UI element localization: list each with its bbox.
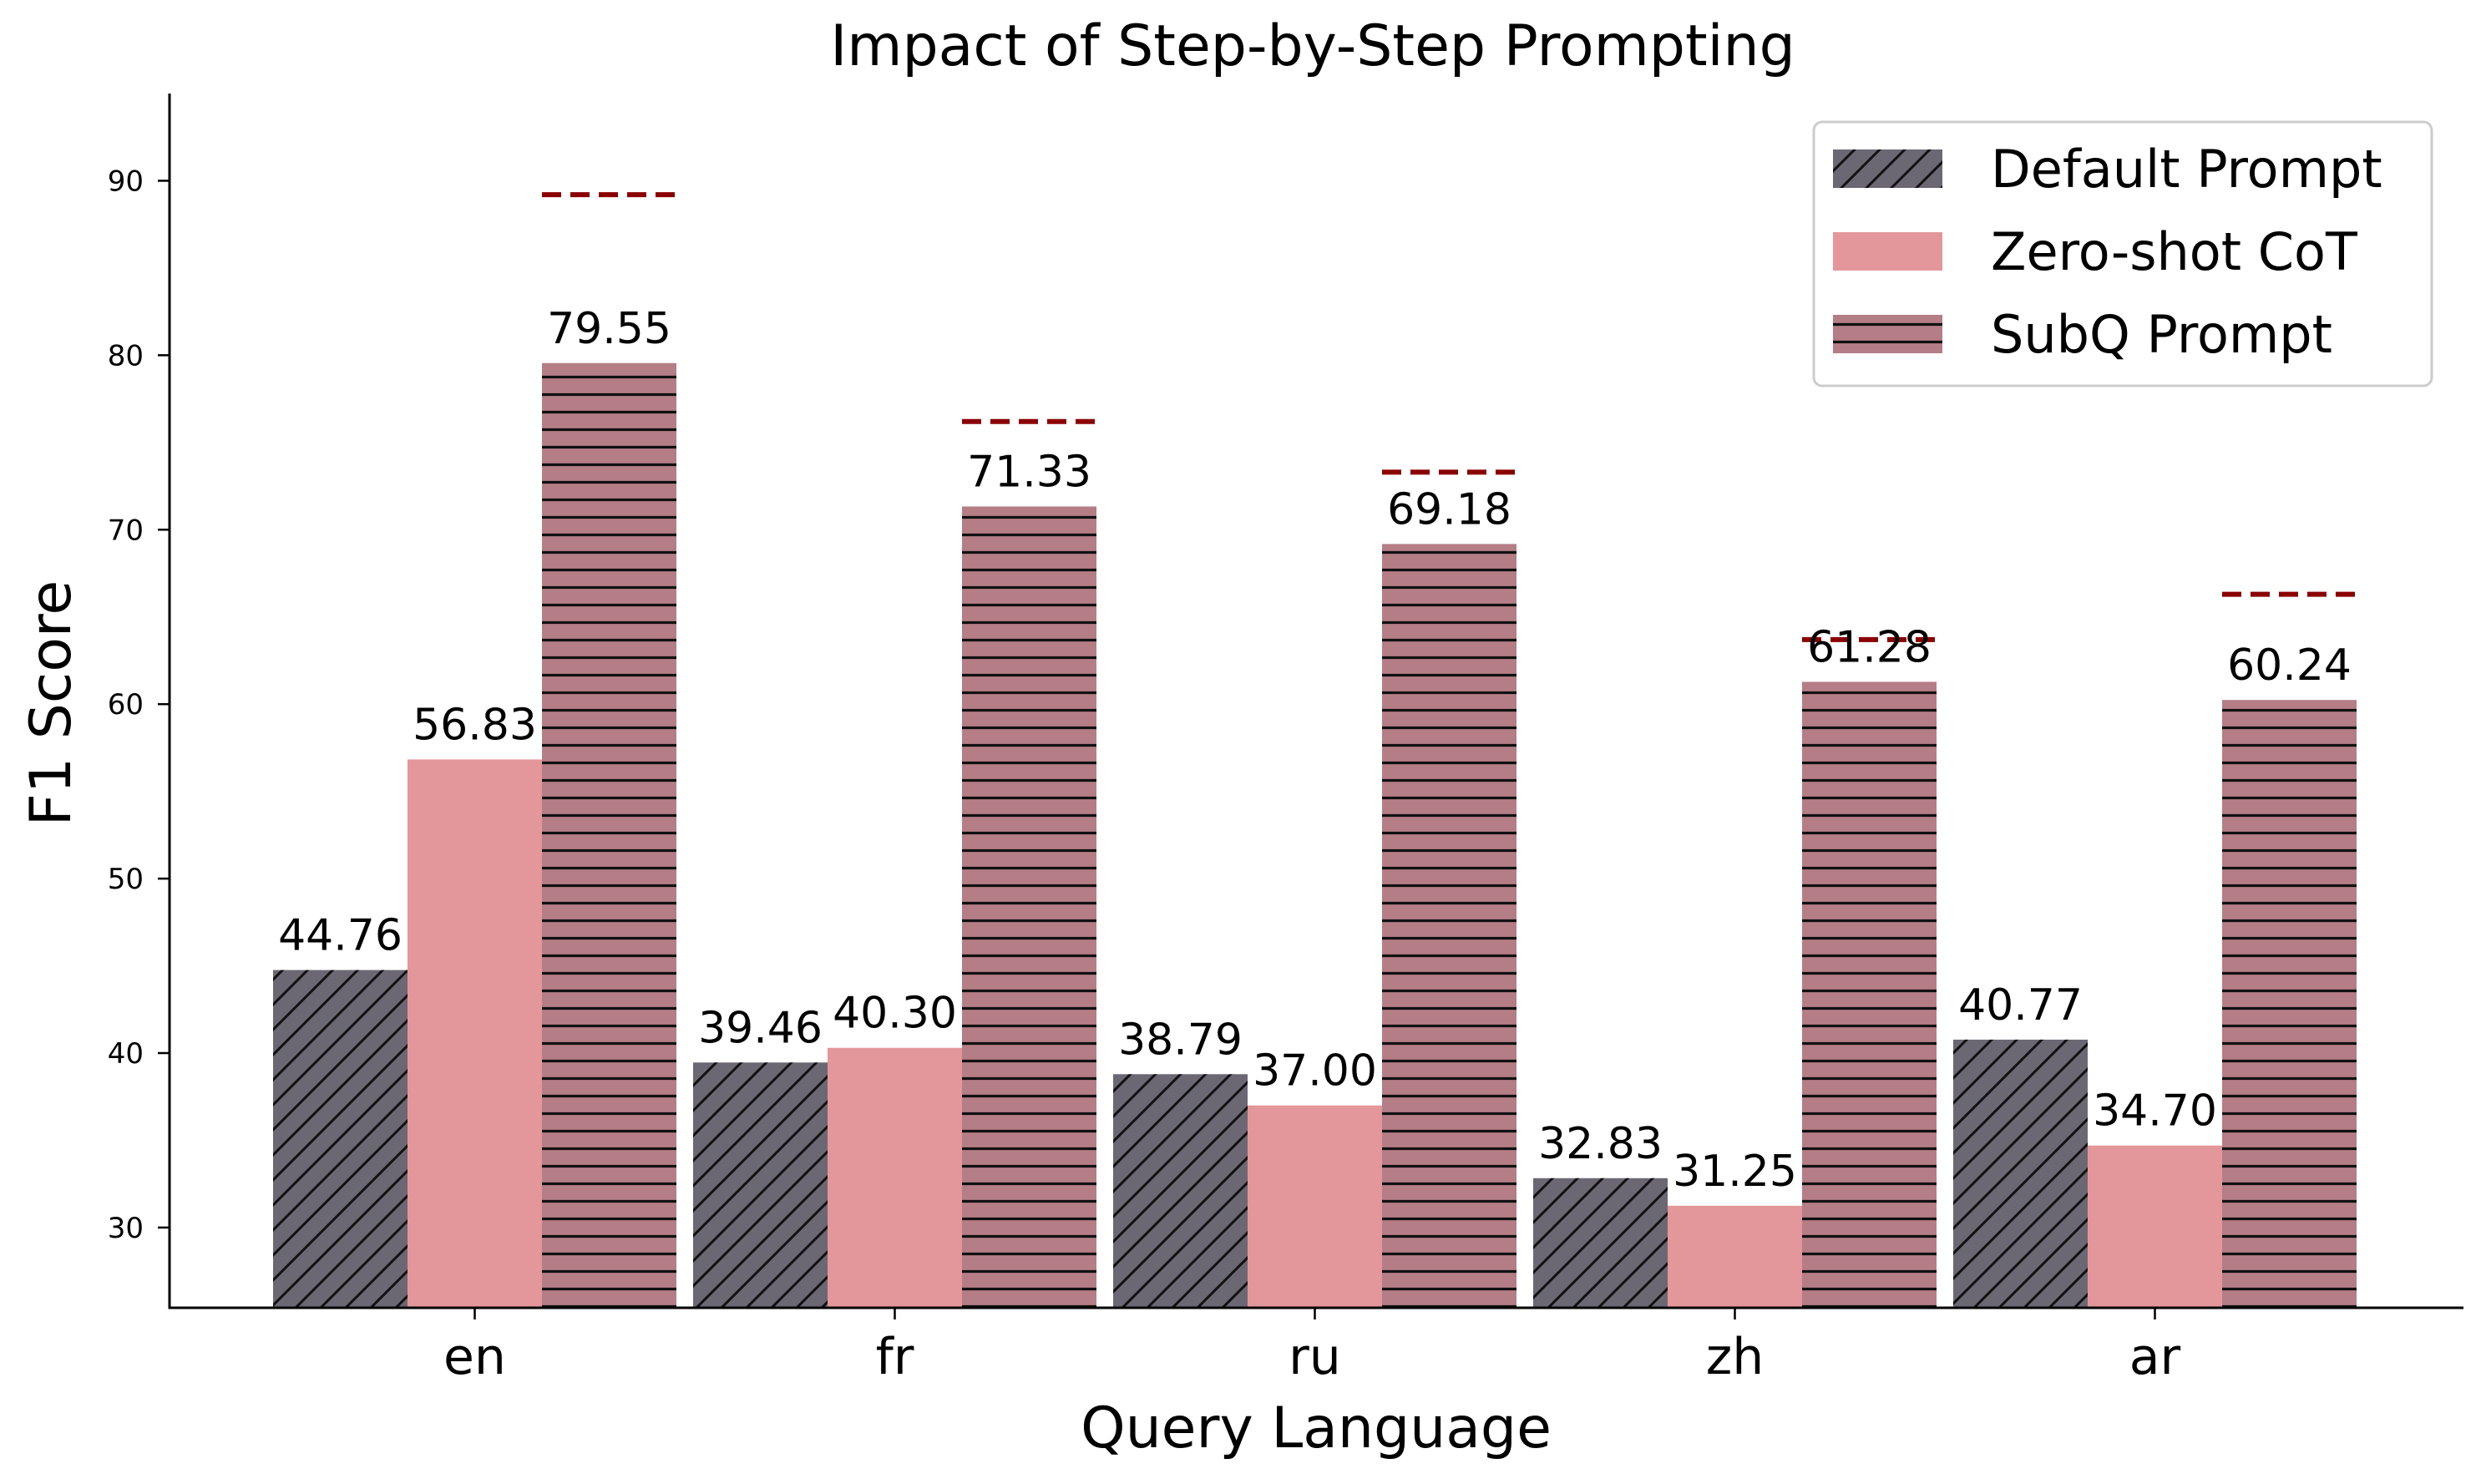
bar-subq-prompt-ar-hatch bbox=[2222, 700, 2357, 1308]
value-label-default-prompt-ar: 40.77 bbox=[1958, 980, 2083, 1031]
legend-item-zero-shot-cot: Zero-shot CoT bbox=[1833, 221, 2358, 282]
y-tick-label-60: 60 bbox=[108, 688, 144, 722]
bars-layer bbox=[273, 362, 2357, 1308]
bar-subq-prompt-en-hatch bbox=[542, 362, 676, 1308]
y-tick-label-70: 70 bbox=[108, 514, 144, 547]
bar-subq-prompt-ru bbox=[1382, 544, 1516, 1308]
bar-zero-shot-cot-en bbox=[408, 759, 542, 1308]
bar-zero-shot-cot-ar bbox=[2088, 1145, 2222, 1308]
bar-subq-prompt-ru-hatch bbox=[1382, 544, 1516, 1308]
bar-zero-shot-cot-en-fill bbox=[408, 759, 542, 1308]
value-label-subq-prompt-zh: 61.28 bbox=[1807, 622, 1932, 672]
value-label-subq-prompt-en: 79.55 bbox=[547, 304, 671, 354]
bar-zero-shot-cot-zh bbox=[1668, 1205, 1802, 1308]
legend-swatch-hatch-default-prompt bbox=[1833, 149, 1942, 188]
bar-subq-prompt-en bbox=[542, 362, 676, 1308]
bar-default-prompt-zh-hatch bbox=[1533, 1178, 1668, 1308]
y-tick-label-40: 40 bbox=[108, 1037, 144, 1071]
bar-subq-prompt-fr-hatch bbox=[962, 506, 1096, 1308]
value-label-subq-prompt-ar: 60.24 bbox=[2227, 641, 2352, 691]
x-axis-label: Query Language bbox=[1081, 1395, 1552, 1461]
legend-item-subq-prompt: SubQ Prompt bbox=[1833, 304, 2332, 365]
bar-zero-shot-cot-ar-fill bbox=[2088, 1145, 2222, 1308]
legend-label-default-prompt: Default Prompt bbox=[1991, 139, 2382, 200]
bar-default-prompt-en-hatch bbox=[273, 970, 408, 1308]
value-label-subq-prompt-fr: 71.33 bbox=[967, 447, 1091, 497]
y-tick-label-30: 30 bbox=[108, 1212, 144, 1245]
bar-default-prompt-fr-hatch bbox=[693, 1062, 828, 1308]
x-ticks: en fr ru zh ar bbox=[443, 1308, 2181, 1386]
legend-label-zero-shot-cot: Zero-shot CoT bbox=[1991, 221, 2358, 282]
x-tick-label-ar: ar bbox=[2129, 1328, 2181, 1386]
value-label-zero-shot-cot-ar: 34.70 bbox=[2093, 1086, 2217, 1137]
y-ticks: 30 40 50 60 70 80 90 bbox=[108, 165, 170, 1245]
value-label-default-prompt-fr: 39.46 bbox=[698, 1003, 823, 1053]
legend-item-default-prompt: Default Prompt bbox=[1833, 139, 2382, 200]
bar-subq-prompt-fr bbox=[962, 506, 1096, 1308]
x-tick-label-ru: ru bbox=[1289, 1328, 1341, 1386]
y-axis-label: F1 Score bbox=[18, 580, 84, 826]
x-tick-label-fr: fr bbox=[876, 1328, 914, 1386]
bar-default-prompt-zh bbox=[1533, 1178, 1668, 1308]
legend: Default Prompt Zero-shot CoT SubQ Prompt bbox=[1812, 120, 2433, 387]
bar-default-prompt-ru bbox=[1113, 1074, 1248, 1308]
bar-zero-shot-cot-fr bbox=[828, 1047, 962, 1308]
bar-subq-prompt-zh bbox=[1802, 681, 1937, 1308]
bar-subq-prompt-zh-hatch bbox=[1802, 681, 1937, 1308]
value-label-zero-shot-cot-fr: 40.30 bbox=[833, 989, 957, 1039]
bar-default-prompt-en bbox=[273, 970, 408, 1308]
bar-default-prompt-ar bbox=[1953, 1039, 2088, 1308]
value-labels-layer: 44.76 39.46 38.79 32.83 40.77 56.83 40.30 37.00… bbox=[278, 304, 2352, 1197]
reference-lines-layer bbox=[542, 192, 2357, 642]
legend-swatch-zero-shot-cot bbox=[1833, 232, 1942, 271]
bar-default-prompt-fr bbox=[693, 1062, 828, 1308]
legend-label-subq-prompt: SubQ Prompt bbox=[1991, 304, 2332, 365]
bar-default-prompt-ar-hatch bbox=[1953, 1039, 2088, 1308]
x-tick-label-en: en bbox=[443, 1328, 506, 1386]
value-label-default-prompt-en: 44.76 bbox=[278, 911, 403, 961]
value-label-default-prompt-ru: 38.79 bbox=[1118, 1015, 1243, 1065]
value-label-zero-shot-cot-ru: 37.00 bbox=[1253, 1046, 1377, 1097]
chart-title: Impact of Step-by-Step Prompting bbox=[830, 13, 1795, 79]
legend-swatch-hatch-subq-prompt bbox=[1833, 315, 1942, 353]
y-tick-label-50: 50 bbox=[108, 863, 144, 896]
y-tick-label-80: 80 bbox=[108, 339, 144, 372]
bar-zero-shot-cot-zh-fill bbox=[1668, 1205, 1802, 1308]
value-label-zero-shot-cot-zh: 31.25 bbox=[1673, 1147, 1797, 1197]
bar-zero-shot-cot-ru-fill bbox=[1248, 1105, 1382, 1308]
x-tick-label-zh: zh bbox=[1706, 1328, 1765, 1386]
value-label-default-prompt-zh: 32.83 bbox=[1538, 1119, 1663, 1169]
value-label-zero-shot-cot-en: 56.83 bbox=[413, 700, 537, 750]
value-label-subq-prompt-ru: 69.18 bbox=[1387, 484, 1511, 534]
y-tick-label-90: 90 bbox=[108, 165, 144, 198]
bar-default-prompt-ru-hatch bbox=[1113, 1074, 1248, 1308]
bar-zero-shot-cot-ru bbox=[1248, 1105, 1382, 1308]
bar-subq-prompt-ar bbox=[2222, 700, 2357, 1308]
legend-box bbox=[1812, 120, 2433, 387]
bar-zero-shot-cot-fr-fill bbox=[828, 1047, 962, 1308]
legend-items: Default Prompt Zero-shot CoT SubQ Prompt bbox=[1833, 139, 2382, 365]
